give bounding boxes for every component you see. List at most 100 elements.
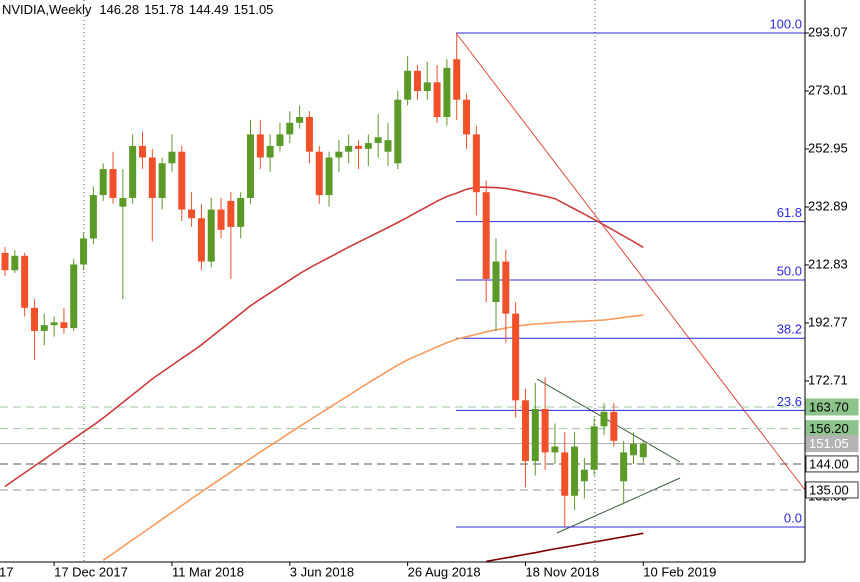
level-label: 156.20: [809, 421, 849, 436]
candle-body: [148, 157, 156, 198]
candle-body: [443, 67, 451, 118]
candle-body: [541, 409, 549, 453]
high-value: 151.78: [144, 2, 184, 17]
y-tick-label: 212.83: [808, 256, 848, 271]
y-tick-label: 273.01: [808, 82, 848, 97]
candle-body: [521, 400, 529, 462]
y-tick-label: 192.77: [808, 314, 848, 329]
candle-body: [561, 452, 569, 496]
fibo-label: 100.0: [769, 16, 802, 31]
candle-body: [227, 200, 235, 227]
candle-body: [590, 426, 598, 470]
candle-body: [580, 469, 588, 482]
candle-body: [207, 209, 215, 262]
candle-body: [502, 261, 510, 314]
candle-body: [109, 169, 117, 198]
candle-body: [30, 307, 38, 331]
level-box: [805, 398, 859, 416]
x-tick-label: 17: [0, 564, 13, 579]
x-tick-label: 11 Mar 2018: [172, 564, 244, 579]
level-label: 135.00: [809, 482, 849, 497]
candle-body: [50, 322, 58, 326]
y-tick-label: 293.07: [808, 24, 848, 39]
close-value: 151.05: [234, 2, 274, 17]
candle-body: [266, 145, 274, 158]
candle-body: [247, 134, 254, 198]
candle-body: [129, 145, 137, 198]
candle-body: [394, 99, 402, 164]
fibo-label: 0.0: [784, 510, 802, 525]
moving-average: [486, 532, 644, 562]
candle-body: [482, 192, 490, 279]
candle-body: [286, 122, 294, 135]
x-tick-label: 17 Dec 2017: [54, 564, 128, 579]
candle-body: [305, 117, 313, 152]
candle-body: [188, 209, 196, 219]
candle-body: [571, 446, 579, 496]
trend-line: [455, 32, 806, 491]
candle-body: [99, 169, 107, 196]
candle-body: [315, 151, 323, 196]
candle-body: [345, 145, 353, 152]
moving-average: [4, 186, 644, 488]
candle-body: [276, 134, 284, 146]
candle-body: [472, 134, 480, 193]
candle-body: [11, 255, 19, 271]
low-value: 144.49: [189, 2, 229, 17]
candle-body: [512, 313, 520, 401]
candle-body: [404, 70, 412, 100]
level-box: [805, 455, 859, 473]
candle-body: [1, 252, 9, 271]
x-tick-label: 18 Nov 2018: [525, 564, 599, 579]
fibo-label: 23.6: [777, 394, 802, 409]
x-tick-label: 26 Aug 2018: [408, 564, 481, 579]
candle-body: [168, 151, 176, 164]
candle-body: [453, 59, 461, 100]
triangle-upper: [536, 378, 681, 463]
candle-body: [620, 452, 628, 482]
candle-body: [158, 163, 166, 198]
candle-body: [610, 411, 618, 441]
candle-body: [531, 409, 539, 462]
candle-body: [364, 143, 372, 149]
candle-body: [463, 99, 471, 135]
candle-body: [551, 446, 559, 453]
candle-body: [296, 117, 304, 123]
candle-body: [492, 261, 500, 303]
moving-average: [102, 314, 644, 561]
chart-title: NVIDIA,Weekly: [2, 2, 92, 17]
candle-body: [237, 197, 245, 227]
fibo-label: 50.0: [777, 263, 802, 278]
candle-body: [374, 137, 382, 144]
candle-body: [21, 255, 29, 308]
candle-body: [413, 70, 421, 92]
y-tick-label: 232.89: [808, 198, 848, 213]
level-box: [805, 481, 859, 499]
chart-header: NVIDIA,Weekly 146.28 151.78 144.49 151.05: [2, 2, 273, 17]
level-label: 163.70: [809, 399, 849, 414]
x-tick-label: 10 Feb 2019: [643, 564, 716, 579]
open-value: 146.28: [99, 2, 139, 17]
candle-body: [178, 151, 186, 210]
plot-area: [0, 32, 805, 562]
candle-body: [197, 218, 205, 262]
candle-body: [256, 134, 264, 158]
x-tick-label: 3 Jun 2018: [290, 564, 354, 579]
candle-body: [325, 157, 333, 196]
candle-body: [384, 140, 392, 152]
triangle-lower: [556, 477, 681, 534]
fibo-label: 38.2: [777, 322, 802, 337]
candle-body: [138, 145, 146, 158]
bid-box: [805, 435, 859, 453]
candle-body: [89, 195, 97, 239]
plot-layer: [0, 32, 805, 562]
candle-body: [335, 151, 343, 158]
candle-body: [60, 322, 68, 329]
bid-label: 151.05: [809, 436, 849, 451]
candle-body: [70, 264, 78, 329]
candle-body: [80, 238, 88, 265]
candle-body: [433, 82, 441, 118]
y-tick-label: 252.95: [808, 140, 848, 155]
